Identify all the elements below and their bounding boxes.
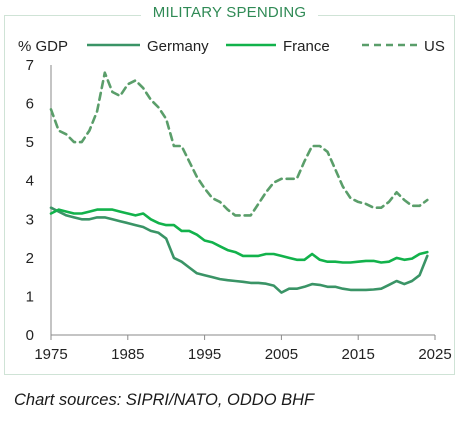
series-line-germany	[49, 206, 429, 294]
x-tick-label: 2005	[265, 346, 298, 363]
legend-label-us: US	[424, 38, 445, 55]
x-tick-label: 1975	[34, 346, 67, 363]
y-tick-label: 5	[26, 134, 34, 151]
y-tick-label: 3	[26, 211, 34, 228]
legend-label-germany: Germany	[147, 38, 209, 55]
series-line-us	[49, 71, 429, 217]
y-tick-label: 7	[26, 57, 34, 74]
legend-label-france: France	[283, 38, 330, 55]
x-tick-label: 2015	[342, 346, 375, 363]
y-tick-label: 2	[26, 250, 34, 267]
series-line-france	[49, 208, 429, 264]
x-tick-label: 2025	[418, 346, 451, 363]
source-note: Chart sources: SIPRI/NATO, ODDO BHF	[14, 391, 315, 409]
y-axis-label: % GDP	[18, 38, 68, 55]
y-tick-label: 4	[26, 173, 34, 190]
x-tick-label: 1995	[188, 346, 221, 363]
chart-title: MILITARY SPENDING	[140, 4, 319, 21]
y-tick-label: 6	[26, 96, 34, 113]
chart-title-wrap: MILITARY SPENDING	[0, 4, 459, 22]
y-tick-label: 1	[26, 288, 34, 305]
x-tick-label: 1985	[111, 346, 144, 363]
line-chart: % GDP 0 1 2 3 4 5 6 7 1975 1985 1995 2005 2015 2025 Ger…	[18, 38, 452, 363]
y-tick-label: 0	[26, 327, 34, 344]
